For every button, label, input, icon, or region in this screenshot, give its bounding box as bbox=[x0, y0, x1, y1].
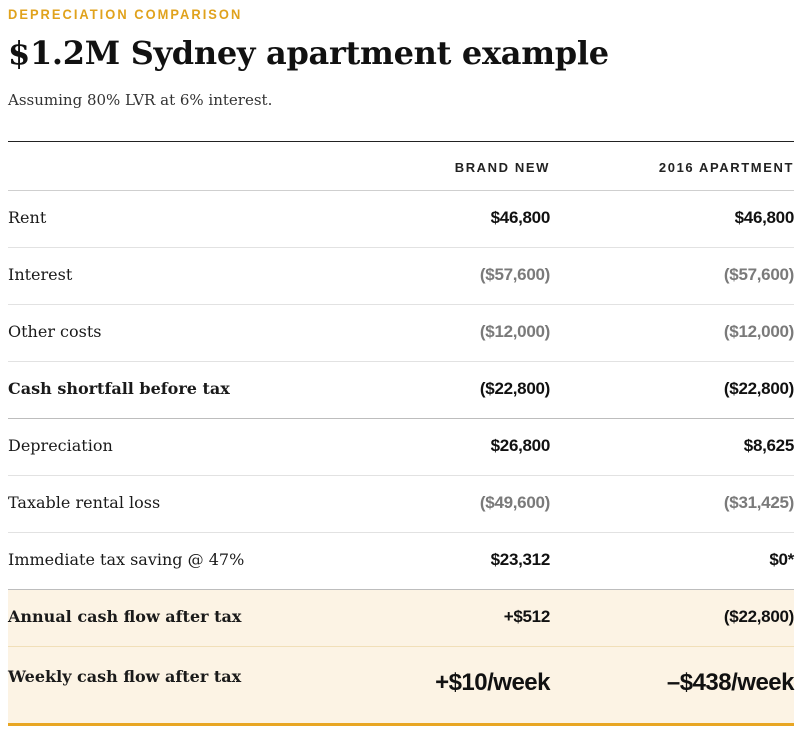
table-row-rent: Rent $46,800 $46,800 bbox=[8, 191, 794, 248]
cell-2016-apartment: $8,625 bbox=[743, 436, 795, 455]
cell-2016-apartment: ($31,425) bbox=[723, 493, 794, 512]
table-row-taxable-loss: Taxable rental loss ($49,600) ($31,425) bbox=[8, 476, 794, 533]
row-label: Rent bbox=[8, 208, 47, 227]
table-row-cash-shortfall: Cash shortfall before tax ($22,800) ($22… bbox=[8, 362, 794, 419]
cell-brand-new: $26,800 bbox=[490, 436, 551, 455]
page-subtitle: Assuming 80% LVR at 6% interest. bbox=[8, 91, 273, 109]
comparison-table: BRAND NEW 2016 APARTMENT Rent $46,800 $4… bbox=[8, 142, 795, 726]
cell-2016-apartment: $46,800 bbox=[734, 208, 795, 227]
table-row-interest: Interest ($57,600) ($57,600) bbox=[8, 248, 794, 305]
cell-2016-apartment: ($12,000) bbox=[723, 322, 794, 341]
row-label: Cash shortfall before tax bbox=[8, 379, 230, 398]
cell-2016-apartment: –$438/week bbox=[666, 669, 795, 696]
row-label: Immediate tax saving @ 47% bbox=[8, 550, 245, 569]
cell-brand-new: +$512 bbox=[503, 607, 551, 626]
table-row-weekly-cash-flow: Weekly cash flow after tax +$10/week –$4… bbox=[8, 647, 795, 723]
cell-2016-apartment: ($22,800) bbox=[723, 379, 794, 398]
cell-brand-new: ($49,600) bbox=[479, 493, 550, 512]
row-label: Annual cash flow after tax bbox=[8, 607, 242, 626]
row-label: Interest bbox=[8, 265, 73, 284]
cell-2016-apartment: ($22,800) bbox=[723, 607, 794, 626]
cell-brand-new: $46,800 bbox=[490, 208, 551, 227]
row-label: Taxable rental loss bbox=[8, 493, 161, 512]
page-title: $1.2M Sydney apartment example bbox=[8, 34, 609, 72]
cell-brand-new: +$10/week bbox=[435, 669, 550, 696]
eyebrow-label: DEPRECIATION COMPARISON bbox=[8, 6, 243, 22]
table-top-rule bbox=[8, 141, 794, 142]
table-bottom-rule bbox=[8, 723, 794, 726]
row-label: Depreciation bbox=[8, 436, 113, 455]
cell-brand-new: ($22,800) bbox=[479, 379, 550, 398]
table-row-other-costs: Other costs ($12,000) ($12,000) bbox=[8, 305, 794, 362]
cell-brand-new: ($57,600) bbox=[479, 265, 550, 284]
table-row-depreciation: Depreciation $26,800 $8,625 bbox=[8, 419, 794, 476]
cell-2016-apartment: ($57,600) bbox=[723, 265, 794, 284]
table-row-tax-saving: Immediate tax saving @ 47% $23,312 $0* bbox=[8, 533, 794, 590]
row-label: Weekly cash flow after tax bbox=[8, 667, 242, 686]
table-header: BRAND NEW 2016 APARTMENT bbox=[8, 142, 794, 191]
table-row-annual-cash-flow: Annual cash flow after tax +$512 ($22,80… bbox=[8, 590, 794, 647]
cell-2016-apartment: $0* bbox=[769, 550, 794, 569]
column-header-brand-new: BRAND NEW bbox=[454, 160, 550, 175]
cell-brand-new: ($12,000) bbox=[479, 322, 550, 341]
row-label: Other costs bbox=[8, 322, 102, 341]
cell-brand-new: $23,312 bbox=[490, 550, 551, 569]
column-header-2016-apartment: 2016 APARTMENT bbox=[658, 160, 794, 175]
